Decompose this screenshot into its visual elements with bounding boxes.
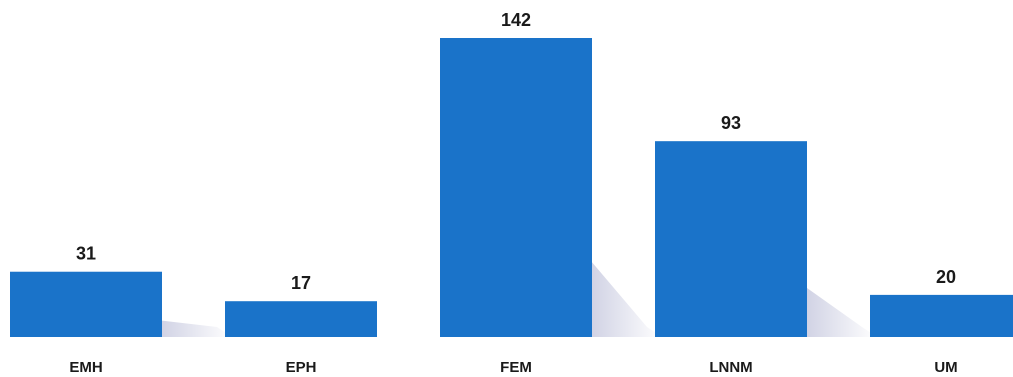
bar-lnnm xyxy=(655,141,807,337)
bar-eph xyxy=(225,301,377,337)
x-tick-label-emh: EMH xyxy=(69,359,102,376)
data-label-lnnm: 93 xyxy=(721,113,741,133)
bar-shadow-emh xyxy=(162,320,232,337)
bar-shadow-lnnm xyxy=(807,288,877,337)
x-tick-label-fem: FEM xyxy=(500,359,532,376)
data-label-um: 20 xyxy=(936,267,956,287)
bar-shadow-fem xyxy=(592,262,662,337)
x-tick-label-um: UM xyxy=(934,359,957,376)
x-axis-tick-labels: EMH EPH FEM LNNM UM xyxy=(69,359,957,376)
data-label-emh: 31 xyxy=(76,244,96,264)
x-tick-label-lnnm: LNNM xyxy=(709,359,752,376)
x-tick-label-eph: EPH xyxy=(286,359,317,376)
bar-emh xyxy=(10,271,162,337)
bars-group xyxy=(10,38,1013,337)
data-labels-group: 31 17 142 93 20 xyxy=(76,10,956,293)
data-label-fem: 142 xyxy=(501,10,531,30)
bar-fem xyxy=(440,38,592,337)
data-label-eph: 17 xyxy=(291,273,311,293)
bar-shadows xyxy=(162,262,877,337)
bar-um xyxy=(870,294,1013,337)
